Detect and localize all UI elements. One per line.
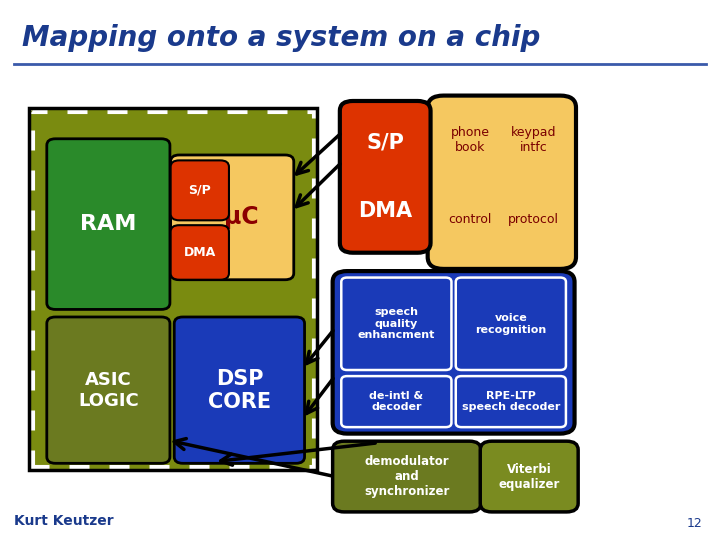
FancyBboxPatch shape: [47, 139, 170, 309]
FancyBboxPatch shape: [171, 155, 294, 280]
Text: phone
book: phone book: [451, 126, 490, 154]
Text: speech
quality
enhancment: speech quality enhancment: [358, 307, 435, 340]
FancyBboxPatch shape: [174, 317, 305, 463]
Bar: [29, 108, 317, 470]
Text: S/P: S/P: [366, 133, 404, 153]
FancyBboxPatch shape: [341, 376, 451, 427]
Text: demodulator
and
synchronizer: demodulator and synchronizer: [364, 455, 449, 498]
FancyBboxPatch shape: [171, 160, 229, 220]
Text: Viterbi
equalizer: Viterbi equalizer: [498, 463, 560, 490]
Text: DMA: DMA: [184, 246, 216, 259]
Text: protocol: protocol: [508, 213, 559, 226]
Text: RPE-LTP
speech decoder: RPE-LTP speech decoder: [462, 391, 560, 413]
Text: Mapping onto a system on a chip: Mapping onto a system on a chip: [22, 24, 540, 52]
Text: Kurt Keutzer: Kurt Keutzer: [14, 514, 114, 528]
FancyBboxPatch shape: [47, 317, 170, 463]
FancyBboxPatch shape: [456, 278, 566, 370]
Text: ASIC
LOGIC: ASIC LOGIC: [78, 371, 139, 409]
Text: μC: μC: [225, 205, 259, 229]
FancyBboxPatch shape: [341, 278, 451, 370]
Text: keypad
intfc: keypad intfc: [510, 126, 557, 154]
FancyBboxPatch shape: [333, 271, 575, 434]
Bar: [29, 108, 317, 470]
FancyBboxPatch shape: [171, 225, 229, 280]
Bar: [29, 108, 317, 470]
FancyBboxPatch shape: [480, 441, 578, 512]
FancyBboxPatch shape: [428, 96, 576, 269]
FancyBboxPatch shape: [333, 441, 481, 512]
FancyBboxPatch shape: [456, 376, 566, 427]
Text: voice
recognition: voice recognition: [475, 313, 546, 335]
Text: 12: 12: [686, 517, 702, 530]
Text: de-intl &
decoder: de-intl & decoder: [369, 391, 423, 413]
Text: control: control: [449, 213, 492, 226]
Text: RAM: RAM: [80, 214, 137, 234]
Text: S/P: S/P: [189, 184, 211, 197]
Text: DMA: DMA: [358, 201, 413, 221]
Text: DSP
CORE: DSP CORE: [208, 368, 271, 411]
FancyBboxPatch shape: [340, 101, 431, 253]
